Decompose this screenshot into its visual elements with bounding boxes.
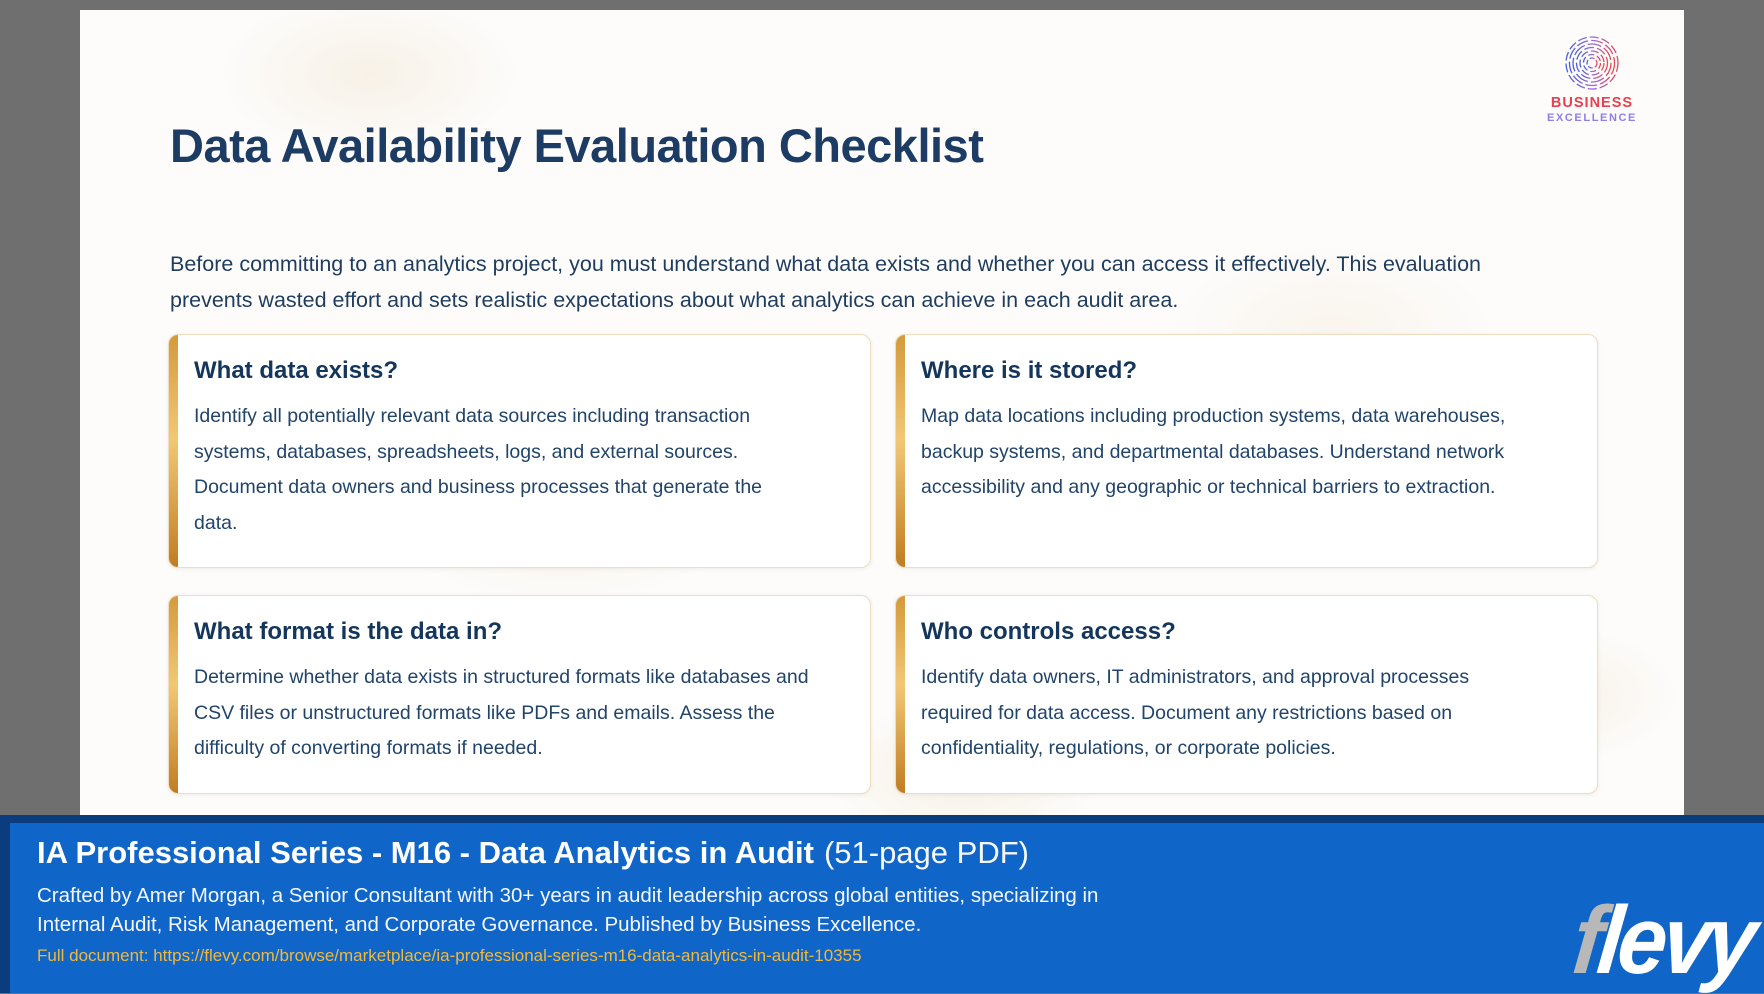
card-accent-bar — [896, 596, 905, 793]
author-description: Crafted by Amer Morgan, a Senior Consult… — [37, 884, 1099, 936]
card-content: Where is it stored? Map data locations i… — [905, 335, 1597, 567]
page-title: Data Availability Evaluation Checklist — [170, 119, 984, 172]
document-page-count: (51-page PDF) — [823, 835, 1029, 870]
logo-wordmark-excellence: EXCELLENCE — [1547, 112, 1637, 124]
card-where-stored: Where is it stored? Map data locations i… — [895, 334, 1598, 568]
slide-page: BUSINESS EXCELLENCE Data Availability Ev… — [80, 10, 1684, 815]
flevy-logo-levy: levy — [1593, 887, 1758, 994]
logo-wordmark-business: BUSINESS — [1550, 95, 1634, 111]
card-title: Where is it stored? — [921, 357, 1138, 384]
fingerprint-globe-icon — [1563, 34, 1621, 92]
card-body: Determine whether data exists in structu… — [194, 666, 809, 759]
card-what-data-exists: What data exists? Identify all potential… — [168, 334, 871, 568]
promo-footer-banner: IA Professional Series - M16 - Data Anal… — [0, 815, 1764, 994]
card-body: Identify data owners, IT administrators,… — [921, 666, 1470, 759]
card-content: What format is the data in? Determine wh… — [178, 596, 870, 793]
card-content: What data exists? Identify all potential… — [178, 335, 870, 567]
flevy-logo: flevy — [1568, 887, 1758, 994]
intro-paragraph: Before committing to an analytics projec… — [170, 252, 1481, 312]
card-title: What data exists? — [194, 357, 399, 384]
card-accent-bar — [896, 335, 905, 567]
card-content: Who controls access? Identify data owner… — [905, 596, 1597, 793]
checklist-card-grid: What data exists? Identify all potential… — [168, 334, 1598, 794]
card-title: What format is the data in? — [194, 618, 503, 645]
card-who-controls-access: Who controls access? Identify data owner… — [895, 595, 1598, 794]
card-accent-bar — [169, 596, 178, 793]
full-document-link[interactable]: Full document: https://flevy.com/browse/… — [37, 946, 862, 965]
promo-footer-inner: IA Professional Series - M16 - Data Anal… — [10, 823, 1764, 994]
card-title: Who controls access? — [921, 618, 1176, 645]
card-what-format: What format is the data in? Determine wh… — [168, 595, 871, 794]
card-body: Identify all potentially relevant data s… — [194, 405, 763, 534]
document-title-main: IA Professional Series - M16 - Data Anal… — [37, 835, 814, 870]
business-excellence-logo: BUSINESS EXCELLENCE — [1532, 34, 1652, 124]
document-title: IA Professional Series - M16 - Data Anal… — [37, 835, 1764, 871]
card-accent-bar — [169, 335, 178, 567]
card-body: Map data locations including production … — [921, 405, 1506, 498]
